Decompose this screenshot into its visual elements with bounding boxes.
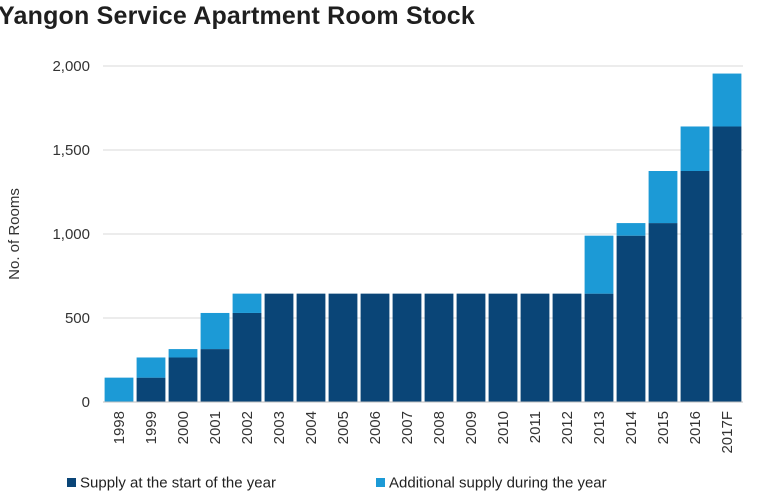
bar-segment-additional-supply [648, 171, 678, 224]
bar-segment-start-supply [456, 293, 486, 402]
axes: 0 500 1,000 1,500 2,000 1998 1999 2000 2001 2002 2… [52, 58, 743, 454]
x-tick-label: 2015 [655, 411, 672, 444]
x-tick-label: 2006 [367, 411, 384, 444]
bar-segment-start-supply [648, 223, 678, 402]
legend-swatch [376, 478, 385, 487]
y-axis-title: No. of Rooms [6, 188, 23, 280]
bar-segment-start-supply [424, 293, 454, 402]
x-tick-label: 2012 [559, 411, 576, 444]
bar-segment-additional-supply [200, 312, 230, 350]
legend-label: Supply at the start of the year [80, 475, 276, 492]
bar-segment-additional-supply [232, 293, 262, 313]
legend-item: Additional supply during the year [376, 475, 607, 492]
x-tick-label: 2017F [719, 411, 736, 454]
bar-segment-start-supply [328, 293, 358, 402]
bar-segment-additional-supply [584, 235, 614, 294]
bar-segment-start-supply [680, 171, 710, 402]
y-tick-label: 2,000 [52, 58, 90, 75]
x-tick-label: 2002 [239, 411, 256, 444]
bar-segment-start-supply [392, 293, 422, 402]
x-tick-label: 2007 [399, 411, 416, 444]
gridlines [103, 65, 743, 319]
legend-label: Additional supply during the year [389, 475, 607, 492]
bar-segment-start-supply [584, 293, 614, 402]
x-tick-label: 2005 [335, 411, 352, 444]
bar-segment-start-supply [712, 126, 742, 402]
bar-segment-start-supply [136, 377, 166, 402]
x-tick-label: 1998 [111, 411, 128, 444]
bar-segment-additional-supply [136, 357, 166, 378]
bar-segment-start-supply [200, 349, 230, 402]
x-tick-label: 2001 [207, 411, 224, 444]
bar-segment-start-supply [264, 293, 294, 402]
x-tick-label: 2008 [431, 411, 448, 444]
bar-segment-start-supply [488, 293, 518, 402]
x-tick-label: 2014 [623, 411, 640, 444]
x-tick-label: 2016 [687, 411, 704, 444]
legend: Supply at the start of the year Additiona… [67, 475, 607, 492]
legend-swatch [67, 478, 76, 487]
bar-segment-start-supply [296, 293, 326, 402]
bars [104, 73, 742, 402]
x-tick-label: 2004 [303, 411, 320, 444]
bar-segment-start-supply [616, 235, 646, 402]
x-tick-label: 2013 [591, 411, 608, 444]
y-tick-label: 0 [82, 394, 90, 411]
bar-segment-additional-supply [712, 73, 742, 127]
legend-item: Supply at the start of the year [67, 475, 276, 492]
x-tick-label: 2011 [527, 411, 544, 443]
bar-segment-additional-supply [104, 377, 134, 402]
bar-segment-start-supply [360, 293, 390, 402]
bar-segment-start-supply [168, 357, 198, 402]
bar-segment-start-supply [520, 293, 550, 402]
y-tick-label: 1,000 [52, 226, 90, 243]
bar-segment-additional-supply [680, 126, 710, 171]
x-tick-label: 2009 [463, 411, 480, 444]
bar-segment-additional-supply [616, 223, 646, 236]
bar-segment-additional-supply [168, 349, 198, 358]
y-tick-label: 500 [65, 310, 90, 327]
bar-segment-start-supply [552, 293, 582, 402]
x-tick-label: 1999 [143, 411, 160, 444]
bar-segment-start-supply [232, 312, 262, 402]
x-tick-label: 2010 [495, 411, 512, 444]
y-tick-label: 1,500 [52, 142, 90, 159]
x-tick-label: 2000 [175, 411, 192, 444]
chart-title: Yangon Service Apartment Room Stock [0, 2, 476, 30]
x-tick-label: 2003 [271, 411, 288, 444]
